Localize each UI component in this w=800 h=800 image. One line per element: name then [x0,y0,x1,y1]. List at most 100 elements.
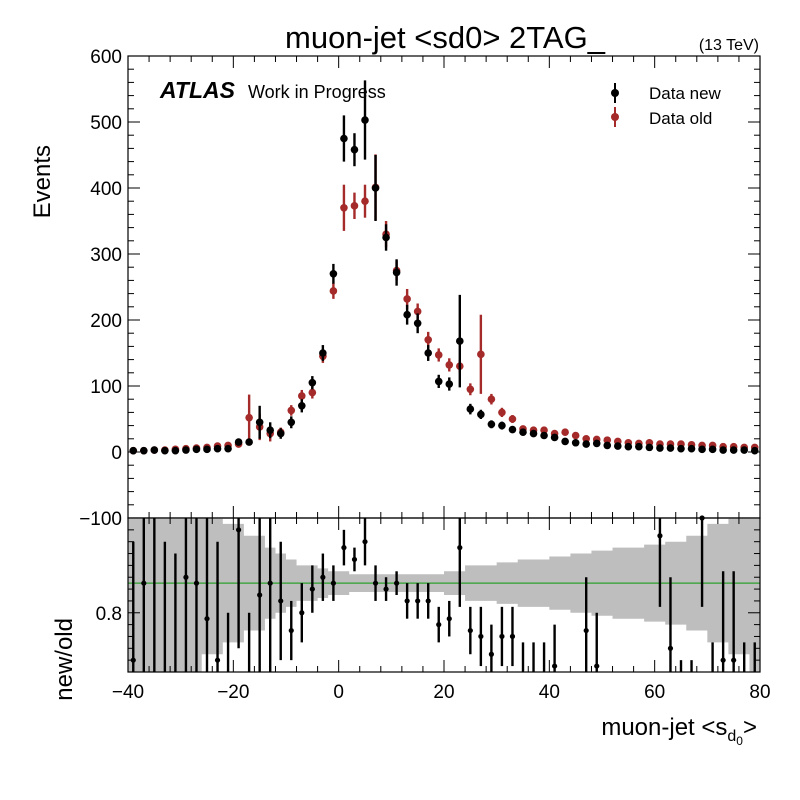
data-point [287,406,296,415]
data-point [466,385,475,394]
ratio-point [552,663,558,669]
data-point [424,336,433,344]
data-point [245,413,253,422]
data-point [561,437,569,446]
ratio-point [657,533,663,539]
data-point [392,268,401,277]
data-point [329,270,338,278]
ratio-point [731,657,737,663]
ratio-point [415,598,421,604]
ratio-point [362,539,368,545]
ratio-point [341,545,347,551]
data-point [750,446,759,455]
ratio-point [351,556,358,563]
y-tick-label: 200 [90,311,122,332]
y-tick-label: −100 [79,509,122,530]
ratio-point [320,574,326,580]
ratio-point [488,651,494,657]
energy-label: (13 TeV) [699,37,759,54]
data-point [245,438,253,446]
ratio-point [383,586,389,592]
data-point [382,233,390,242]
data-point [329,287,338,295]
data-point [234,438,243,446]
data-point [266,426,275,435]
ratio-point [288,627,294,634]
data-point [361,116,369,124]
ratio-point [478,633,484,640]
y-tick-label: 300 [90,245,122,266]
data-point [571,431,580,440]
y-tick-label: 0 [111,443,122,464]
data-point [624,442,633,451]
x-tick-label: −20 [217,682,249,703]
atlas-label: ATLAS [159,77,236,103]
ratio-uncertainty-band [128,518,760,672]
ratio-point [467,627,473,634]
data-point [361,197,369,205]
data-point [687,444,696,453]
ratio-band-shape [128,518,760,672]
data-point [508,415,517,423]
data-point [656,444,664,452]
x-tick-label: 60 [644,682,665,703]
data-point [298,402,306,410]
ratio-points [130,515,756,672]
x-tick-label: 20 [433,682,454,703]
data-point [413,307,422,316]
data-point [645,443,654,452]
y-tick-label: 500 [90,113,122,134]
ratio-point [425,598,431,604]
legend-marker-dot [611,113,619,121]
data-point [413,319,422,328]
data-point [592,439,601,448]
y-tick-label: 600 [90,47,122,68]
data-point [466,405,475,413]
chart-title: muon-jet <sd0> 2TAG_ [285,20,606,55]
main-ticks: −100 0 100 200 300 400 500 600 [79,47,761,530]
data-point [740,446,748,454]
data-point [603,441,612,450]
data-point [561,428,569,437]
ratio-point [372,580,379,586]
ratio-point [667,645,674,651]
ratio-panel: −40 −20 0 20 40 60 80 0.8 new/old [51,515,771,703]
ratio-point [446,616,452,622]
x-tick-label: −40 [112,682,144,703]
data-point [224,444,232,453]
data-point [519,428,527,437]
data-point [140,446,148,455]
x-tick-label: 40 [539,682,560,703]
ratio-point [193,580,200,586]
main-points [129,80,759,455]
data-point [403,310,411,319]
data-point [424,349,433,357]
data-point [550,433,559,442]
data-point [719,446,727,454]
data-point [203,445,211,454]
ratio-point [299,610,305,616]
data-point [540,426,548,435]
legend-marker-dot [611,89,619,97]
data-point [529,429,538,438]
series-data-old [129,154,759,455]
ratio-point [204,616,210,622]
data-point [287,418,296,427]
x-axis-title: muon-jet <sd0> [601,714,757,748]
data-point [371,184,380,192]
data-point [213,444,222,453]
data-point [498,408,506,417]
ratio-point [394,580,400,586]
data-point [350,145,359,154]
data-point [582,440,590,448]
data-point [603,436,612,444]
data-point [698,445,706,454]
main-panel: −100 0 100 200 300 400 500 600 ATLAS Work in Pr… [29,47,761,530]
data-point [255,418,264,427]
ratio-point [330,580,336,586]
data-point [729,446,738,454]
legend-entry-data-new: Data new [611,83,722,103]
data-point [487,420,496,429]
ratio-y-tick-label: 0.8 [96,604,122,625]
ratio-point [236,527,242,533]
